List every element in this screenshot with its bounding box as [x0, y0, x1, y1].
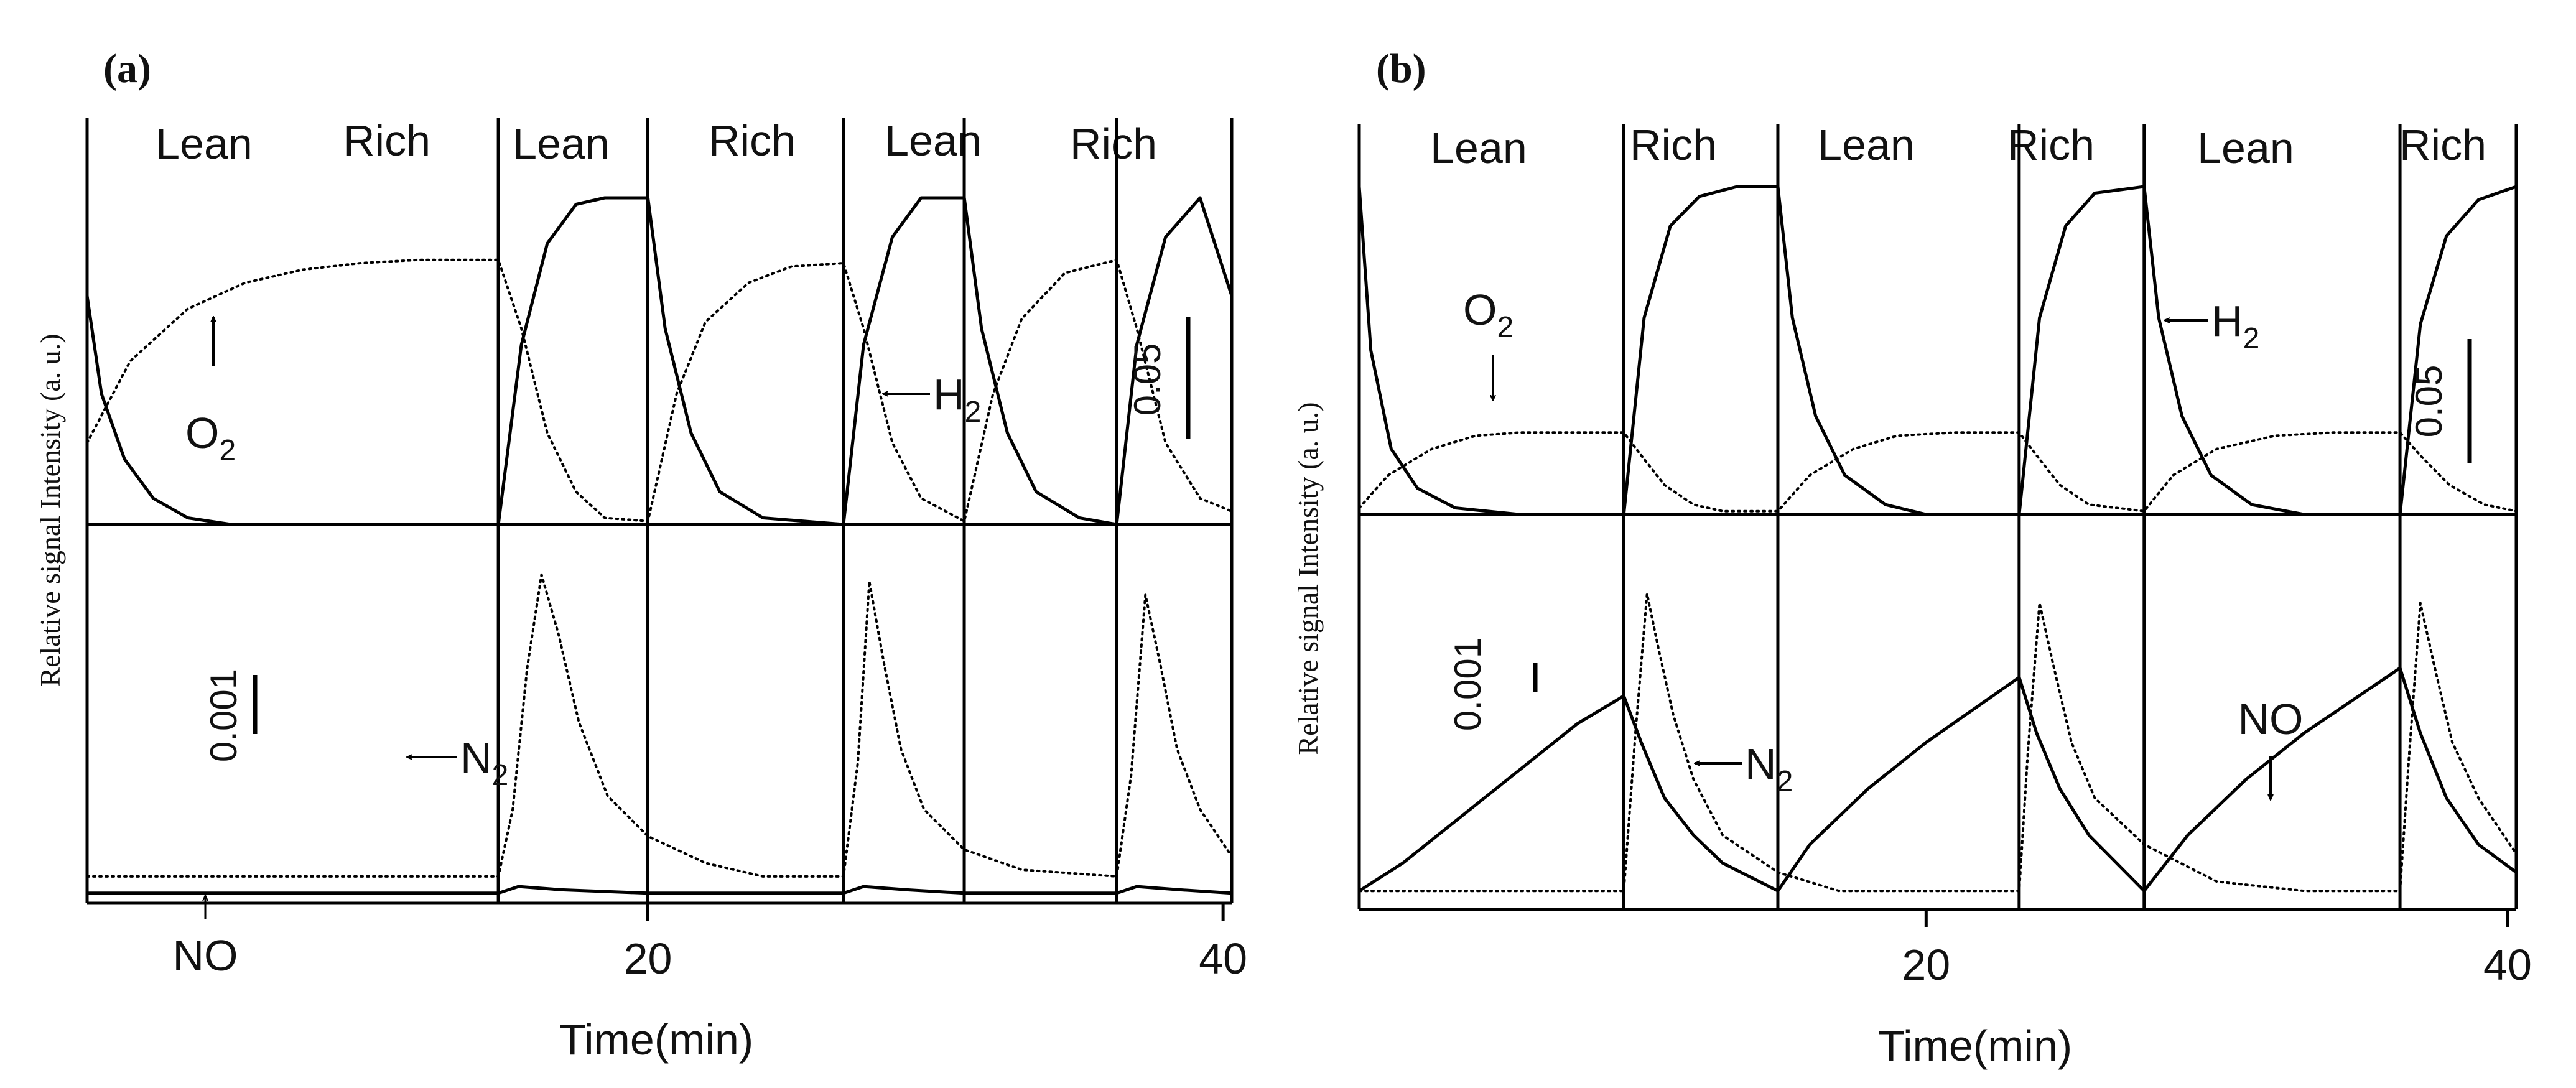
phase-label: Lean	[1818, 121, 1915, 169]
panel-b-lower-scale-label: 0.001	[1447, 638, 1489, 731]
panel-b-phase-labels: Lean Rich Lean Rich Lean Rich	[1430, 121, 2486, 172]
annotation-label: NO	[173, 931, 238, 980]
panel-b-upper-plot	[1357, 185, 2518, 516]
series-h2-line	[1357, 185, 2518, 516]
panel-a-lower-scale-label: 0.001	[203, 669, 244, 762]
panel-b-lower-plot	[1357, 592, 2518, 893]
annotation-n2: N2	[1695, 740, 1793, 798]
annotation-label: H2	[2211, 297, 2259, 355]
panel-b-xlabel: Time(min)	[1878, 1021, 2072, 1070]
phase-label: Lean	[885, 116, 982, 165]
panel-a-upper-scale-label: 0.05	[1127, 343, 1168, 416]
phase-label: Lean	[1430, 124, 1527, 172]
phase-label: Lean	[2197, 124, 2294, 172]
phase-label: Rich	[1070, 119, 1157, 168]
annotation-label: NO	[2238, 695, 2304, 743]
phase-label: Rich	[2399, 121, 2486, 169]
x-tick-label: 40	[1199, 934, 1247, 983]
annotation-no: NO	[2238, 695, 2304, 799]
series-n2-line	[86, 573, 1233, 878]
panel-b-upper-scale-label: 0.05	[2408, 365, 2450, 438]
series-no-line	[85, 885, 1234, 895]
phase-label: Rich	[709, 116, 796, 165]
series-n2-line	[1358, 592, 2518, 893]
panel-b-ylabel: Relative signal Intensity (a. u.)	[1292, 402, 1324, 755]
annotation-label: O2	[1463, 286, 1514, 344]
x-tick-label: 40	[2483, 941, 2532, 989]
series-h2-line	[85, 196, 1234, 526]
phase-label: Rich	[2007, 121, 2095, 169]
panel-a-ylabel: Relative signal Intensity (a. u.)	[34, 333, 66, 686]
annotation-label: N2	[1745, 740, 1793, 798]
panel-a-lower-plot	[85, 573, 1234, 895]
annotation-o2: O2	[185, 317, 236, 467]
panel-a-xlabel: Time(min)	[559, 1015, 753, 1064]
x-tick-label: 20	[1902, 941, 1950, 989]
annotation-no: NO	[173, 896, 238, 980]
panel-b-x-ticks: 20 40	[1902, 909, 2532, 989]
annotation-label: H2	[933, 370, 981, 429]
panel-b-label: (b)	[1376, 46, 1426, 91]
series-o2-line	[1358, 431, 2518, 513]
panel-a-label: (a)	[103, 46, 151, 91]
panel-a: (a) Relative signal Intensity (a. u.) Le…	[34, 46, 1247, 1064]
panel-b-frame	[1357, 124, 2518, 911]
panel-a-phase-labels: Lean Rich Lean Rich Lean Rich	[156, 116, 1157, 168]
x-tick-label: 20	[624, 934, 672, 983]
phase-label: Lean	[513, 119, 610, 168]
panel-a-x-ticks: 20 40	[624, 903, 1247, 983]
annotation-o2: O2	[1463, 286, 1514, 400]
annotation-label: O2	[185, 409, 236, 467]
annotation-label: N2	[460, 733, 508, 792]
annotation-h2: H2	[2165, 297, 2259, 355]
panel-a-upper-plot	[85, 196, 1234, 526]
panel-b: (b) Relative signal Intensity (a. u.) Le…	[1292, 46, 2532, 1070]
series-o2-line	[86, 258, 1233, 523]
phase-label: Rich	[1630, 121, 1717, 169]
series-no-line	[1357, 666, 2518, 893]
phase-label: Rich	[343, 116, 430, 165]
annotation-n2: N2	[407, 733, 508, 792]
annotation-h2: H2	[883, 370, 981, 429]
phase-label: Lean	[156, 119, 253, 168]
panel-a-frame	[85, 118, 1234, 905]
